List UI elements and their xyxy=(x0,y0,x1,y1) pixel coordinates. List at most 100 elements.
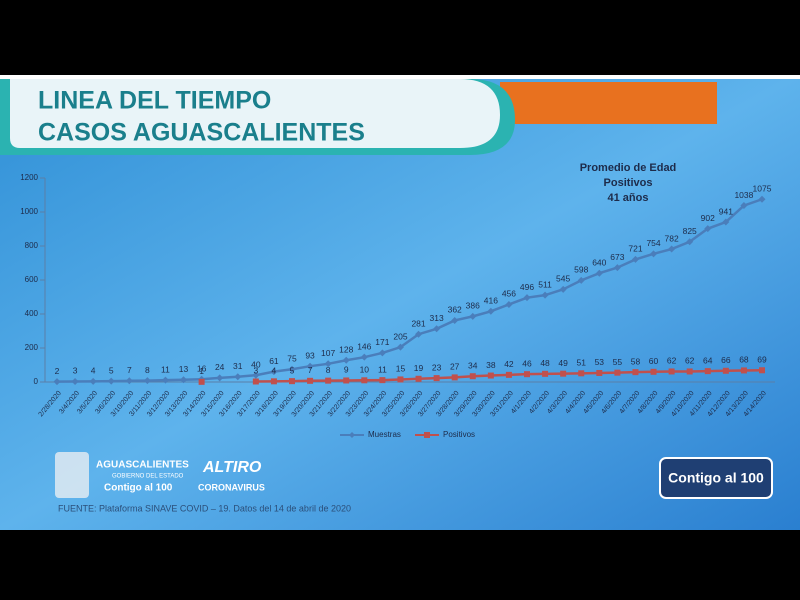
data-label: 46 xyxy=(522,358,532,368)
y-tick-label: 800 xyxy=(25,241,39,250)
data-label: 640 xyxy=(592,257,606,267)
marker xyxy=(433,325,441,333)
data-label: 68 xyxy=(739,355,749,365)
data-label: 49 xyxy=(558,358,568,368)
data-label: 673 xyxy=(610,252,624,262)
data-label: 511 xyxy=(538,279,552,289)
data-label: 16 xyxy=(197,364,207,374)
data-label: 825 xyxy=(683,226,697,236)
data-label: 386 xyxy=(466,301,480,311)
logo-emblem xyxy=(55,452,89,498)
y-tick-label: 1000 xyxy=(20,207,38,216)
data-label: 754 xyxy=(646,238,660,248)
badge-text: Contigo al 100 xyxy=(668,470,764,486)
marker xyxy=(143,377,151,385)
data-label: 5 xyxy=(290,365,295,375)
data-label: 128 xyxy=(339,344,353,354)
data-label: 5 xyxy=(109,365,114,375)
marker xyxy=(758,195,766,203)
marker xyxy=(560,370,567,377)
data-label: 38 xyxy=(486,360,496,370)
marker xyxy=(252,378,259,385)
marker xyxy=(324,360,332,368)
marker xyxy=(53,378,61,386)
title: LINEA DEL TIEMPO xyxy=(38,87,271,115)
top-strip xyxy=(0,75,800,79)
logo-text: AGUASCALIENTES xyxy=(96,460,189,471)
legend-marker xyxy=(424,432,430,438)
data-label: 902 xyxy=(701,213,715,223)
badge xyxy=(659,457,773,499)
data-label: 1 xyxy=(199,366,204,376)
data-label: 34 xyxy=(468,360,478,370)
marker xyxy=(524,371,530,378)
marker xyxy=(469,312,477,320)
legend-marker xyxy=(349,432,355,438)
y-tick-label: 600 xyxy=(25,275,39,284)
marker xyxy=(451,316,459,324)
y-tick-label: 400 xyxy=(25,309,39,318)
marker xyxy=(541,291,549,299)
title: CASOS AGUASCALIENTES xyxy=(38,119,365,147)
data-label: 48 xyxy=(540,358,550,368)
marker xyxy=(650,250,658,258)
legend-label: Positivos xyxy=(443,430,475,439)
annotation: 41 años xyxy=(608,192,649,204)
marker xyxy=(396,343,404,351)
marker xyxy=(125,377,133,385)
legend-label: Muestras xyxy=(368,430,401,439)
data-label: 27 xyxy=(450,362,460,372)
marker xyxy=(505,300,513,308)
data-label: 598 xyxy=(574,265,588,275)
marker xyxy=(306,362,314,370)
marker xyxy=(289,378,295,385)
marker xyxy=(559,285,567,293)
logo-text: Contigo al 100 xyxy=(104,483,173,494)
data-label: 75 xyxy=(287,354,297,364)
marker xyxy=(759,367,765,374)
marker xyxy=(722,367,729,374)
data-label: 171 xyxy=(375,337,389,347)
marker xyxy=(415,330,423,338)
data-label: 15 xyxy=(396,364,406,374)
data-label: 8 xyxy=(145,365,150,375)
marker xyxy=(378,349,386,357)
marker xyxy=(631,255,639,263)
marker xyxy=(89,377,97,385)
marker xyxy=(342,356,350,364)
marker xyxy=(740,202,748,210)
data-label: 7 xyxy=(127,365,132,375)
marker xyxy=(614,369,621,376)
marker xyxy=(161,376,169,384)
marker xyxy=(198,378,205,385)
marker xyxy=(704,368,711,375)
annotation: Positivos xyxy=(604,177,653,189)
data-label: 1075 xyxy=(753,184,772,194)
marker xyxy=(632,369,639,376)
series-line xyxy=(56,198,763,383)
data-label: 40 xyxy=(251,359,261,369)
data-label: 416 xyxy=(484,296,498,306)
marker xyxy=(270,368,278,376)
y-tick-label: 0 xyxy=(34,377,39,386)
marker xyxy=(216,374,224,382)
data-label: 24 xyxy=(215,362,225,372)
data-label: 545 xyxy=(556,274,570,284)
marker xyxy=(361,377,368,384)
data-label: 61 xyxy=(269,356,279,366)
marker xyxy=(505,371,512,378)
title-panel xyxy=(0,79,500,148)
marker xyxy=(360,353,368,361)
data-label: 782 xyxy=(665,233,679,243)
logo-text: GOBIERNO DEL ESTADO xyxy=(112,474,184,480)
data-label: 60 xyxy=(649,356,659,366)
marker xyxy=(668,368,675,375)
data-label: 362 xyxy=(448,305,462,315)
data-label: 58 xyxy=(631,356,641,366)
data-label: 456 xyxy=(502,289,516,299)
data-label: 721 xyxy=(628,244,642,254)
marker xyxy=(704,225,712,233)
data-label: 4 xyxy=(91,366,96,376)
data-label: 66 xyxy=(721,355,731,365)
